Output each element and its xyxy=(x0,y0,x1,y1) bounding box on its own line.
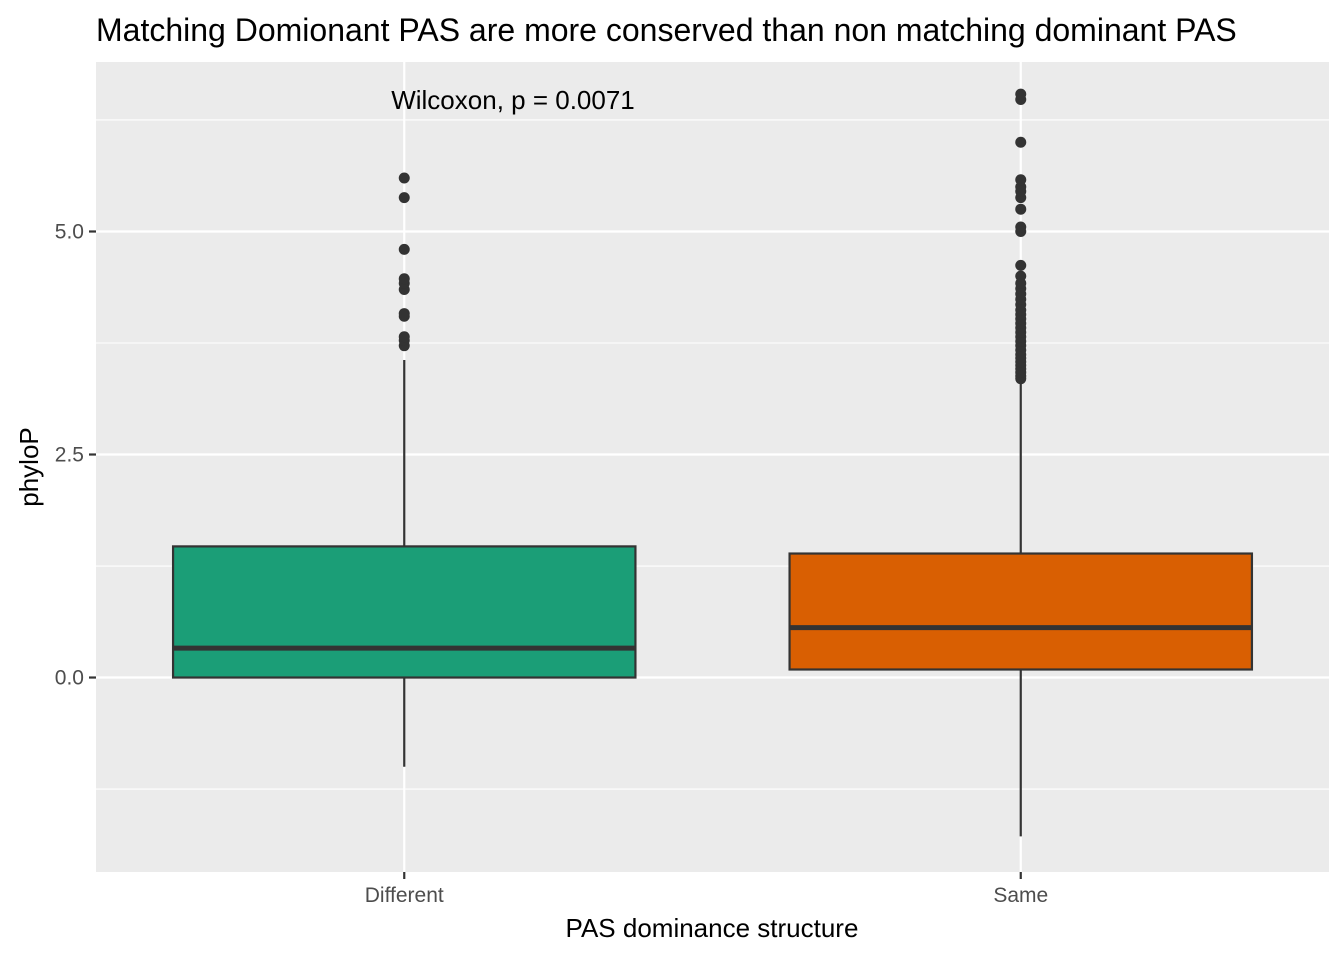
outlier-point xyxy=(398,273,410,285)
y-axis-ticks: 0.0 2.5 5.0 xyxy=(55,220,96,690)
outlier-point xyxy=(398,192,410,204)
chart-title: Matching Domionant PAS are more conserve… xyxy=(96,12,1237,48)
x-axis-ticks: Different Same xyxy=(365,872,1048,907)
boxes-layer xyxy=(171,88,1254,837)
y-tick-label: 2.5 xyxy=(55,444,84,467)
outlier-point xyxy=(1015,88,1027,100)
x-tick-label: Same xyxy=(993,884,1048,907)
outlier-point xyxy=(1015,136,1027,148)
outlier-point xyxy=(1015,203,1027,215)
y-axis-title: phyloP xyxy=(14,427,44,507)
outlier-point xyxy=(398,243,410,255)
outlier-point xyxy=(1015,259,1027,271)
x-tick-label: Different xyxy=(365,884,444,907)
outlier-point xyxy=(398,172,410,184)
y-tick-label: 0.0 xyxy=(55,667,84,690)
box-same xyxy=(788,88,1254,837)
outlier-point xyxy=(398,308,410,320)
outlier-point xyxy=(1015,174,1027,186)
plot-panel xyxy=(96,62,1329,872)
iqr-box xyxy=(171,545,637,679)
x-axis-title: PAS dominance structure xyxy=(566,913,859,943)
outlier-point xyxy=(398,331,410,343)
outlier-point xyxy=(1015,270,1027,282)
wilcoxon-annotation: Wilcoxon, p = 0.0071 xyxy=(391,85,635,115)
y-tick-label: 5.0 xyxy=(55,220,84,243)
iqr-box xyxy=(788,552,1254,671)
box-different xyxy=(171,172,637,767)
outlier-point xyxy=(1015,221,1027,233)
